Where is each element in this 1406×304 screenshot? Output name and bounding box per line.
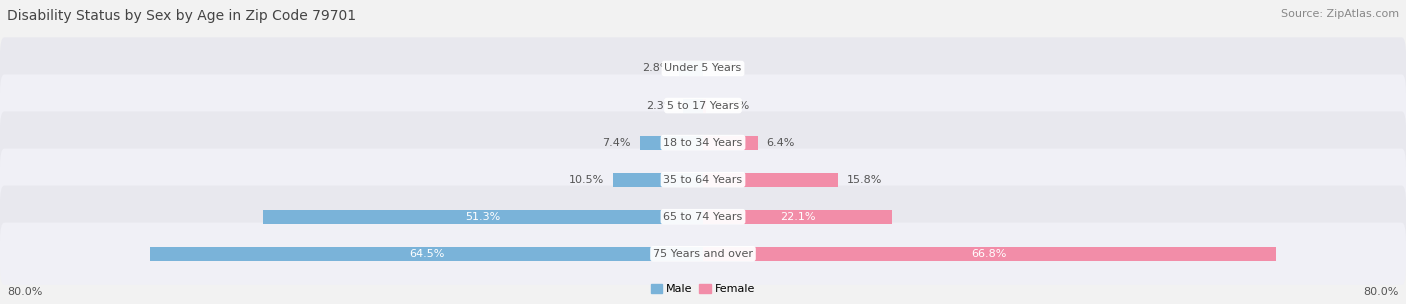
Text: 35 to 64 Years: 35 to 64 Years xyxy=(664,174,742,185)
Bar xyxy=(263,210,703,224)
Text: 2.8%: 2.8% xyxy=(643,64,671,74)
Bar xyxy=(703,98,706,112)
Text: 2.3%: 2.3% xyxy=(647,101,675,111)
Bar xyxy=(703,247,1275,261)
Bar xyxy=(640,136,703,150)
Legend: Male, Female: Male, Female xyxy=(647,279,759,299)
Text: 22.1%: 22.1% xyxy=(780,212,815,222)
FancyBboxPatch shape xyxy=(0,112,1406,174)
Bar xyxy=(679,61,703,75)
FancyBboxPatch shape xyxy=(0,74,1406,137)
Text: 64.5%: 64.5% xyxy=(409,249,444,259)
FancyBboxPatch shape xyxy=(0,37,1406,100)
Bar xyxy=(703,210,893,224)
Text: 80.0%: 80.0% xyxy=(1364,287,1399,297)
Text: 15.8%: 15.8% xyxy=(846,174,883,185)
FancyBboxPatch shape xyxy=(0,149,1406,211)
Text: 75 Years and over: 75 Years and over xyxy=(652,249,754,259)
Text: 10.5%: 10.5% xyxy=(569,174,605,185)
Bar xyxy=(703,136,758,150)
Text: 51.3%: 51.3% xyxy=(465,212,501,222)
Text: 0.0%: 0.0% xyxy=(711,64,740,74)
Bar xyxy=(683,98,703,112)
Text: Source: ZipAtlas.com: Source: ZipAtlas.com xyxy=(1281,9,1399,19)
Text: 6.4%: 6.4% xyxy=(766,138,794,148)
Text: Under 5 Years: Under 5 Years xyxy=(665,64,741,74)
Bar xyxy=(703,173,838,187)
Text: 80.0%: 80.0% xyxy=(7,287,42,297)
Bar xyxy=(150,247,703,261)
Text: 18 to 34 Years: 18 to 34 Years xyxy=(664,138,742,148)
Text: 0.33%: 0.33% xyxy=(714,101,749,111)
Bar xyxy=(613,173,703,187)
Text: Disability Status by Sex by Age in Zip Code 79701: Disability Status by Sex by Age in Zip C… xyxy=(7,9,356,23)
Text: 7.4%: 7.4% xyxy=(603,138,631,148)
FancyBboxPatch shape xyxy=(0,223,1406,285)
Text: 66.8%: 66.8% xyxy=(972,249,1007,259)
FancyBboxPatch shape xyxy=(0,185,1406,248)
Text: 65 to 74 Years: 65 to 74 Years xyxy=(664,212,742,222)
Text: 5 to 17 Years: 5 to 17 Years xyxy=(666,101,740,111)
